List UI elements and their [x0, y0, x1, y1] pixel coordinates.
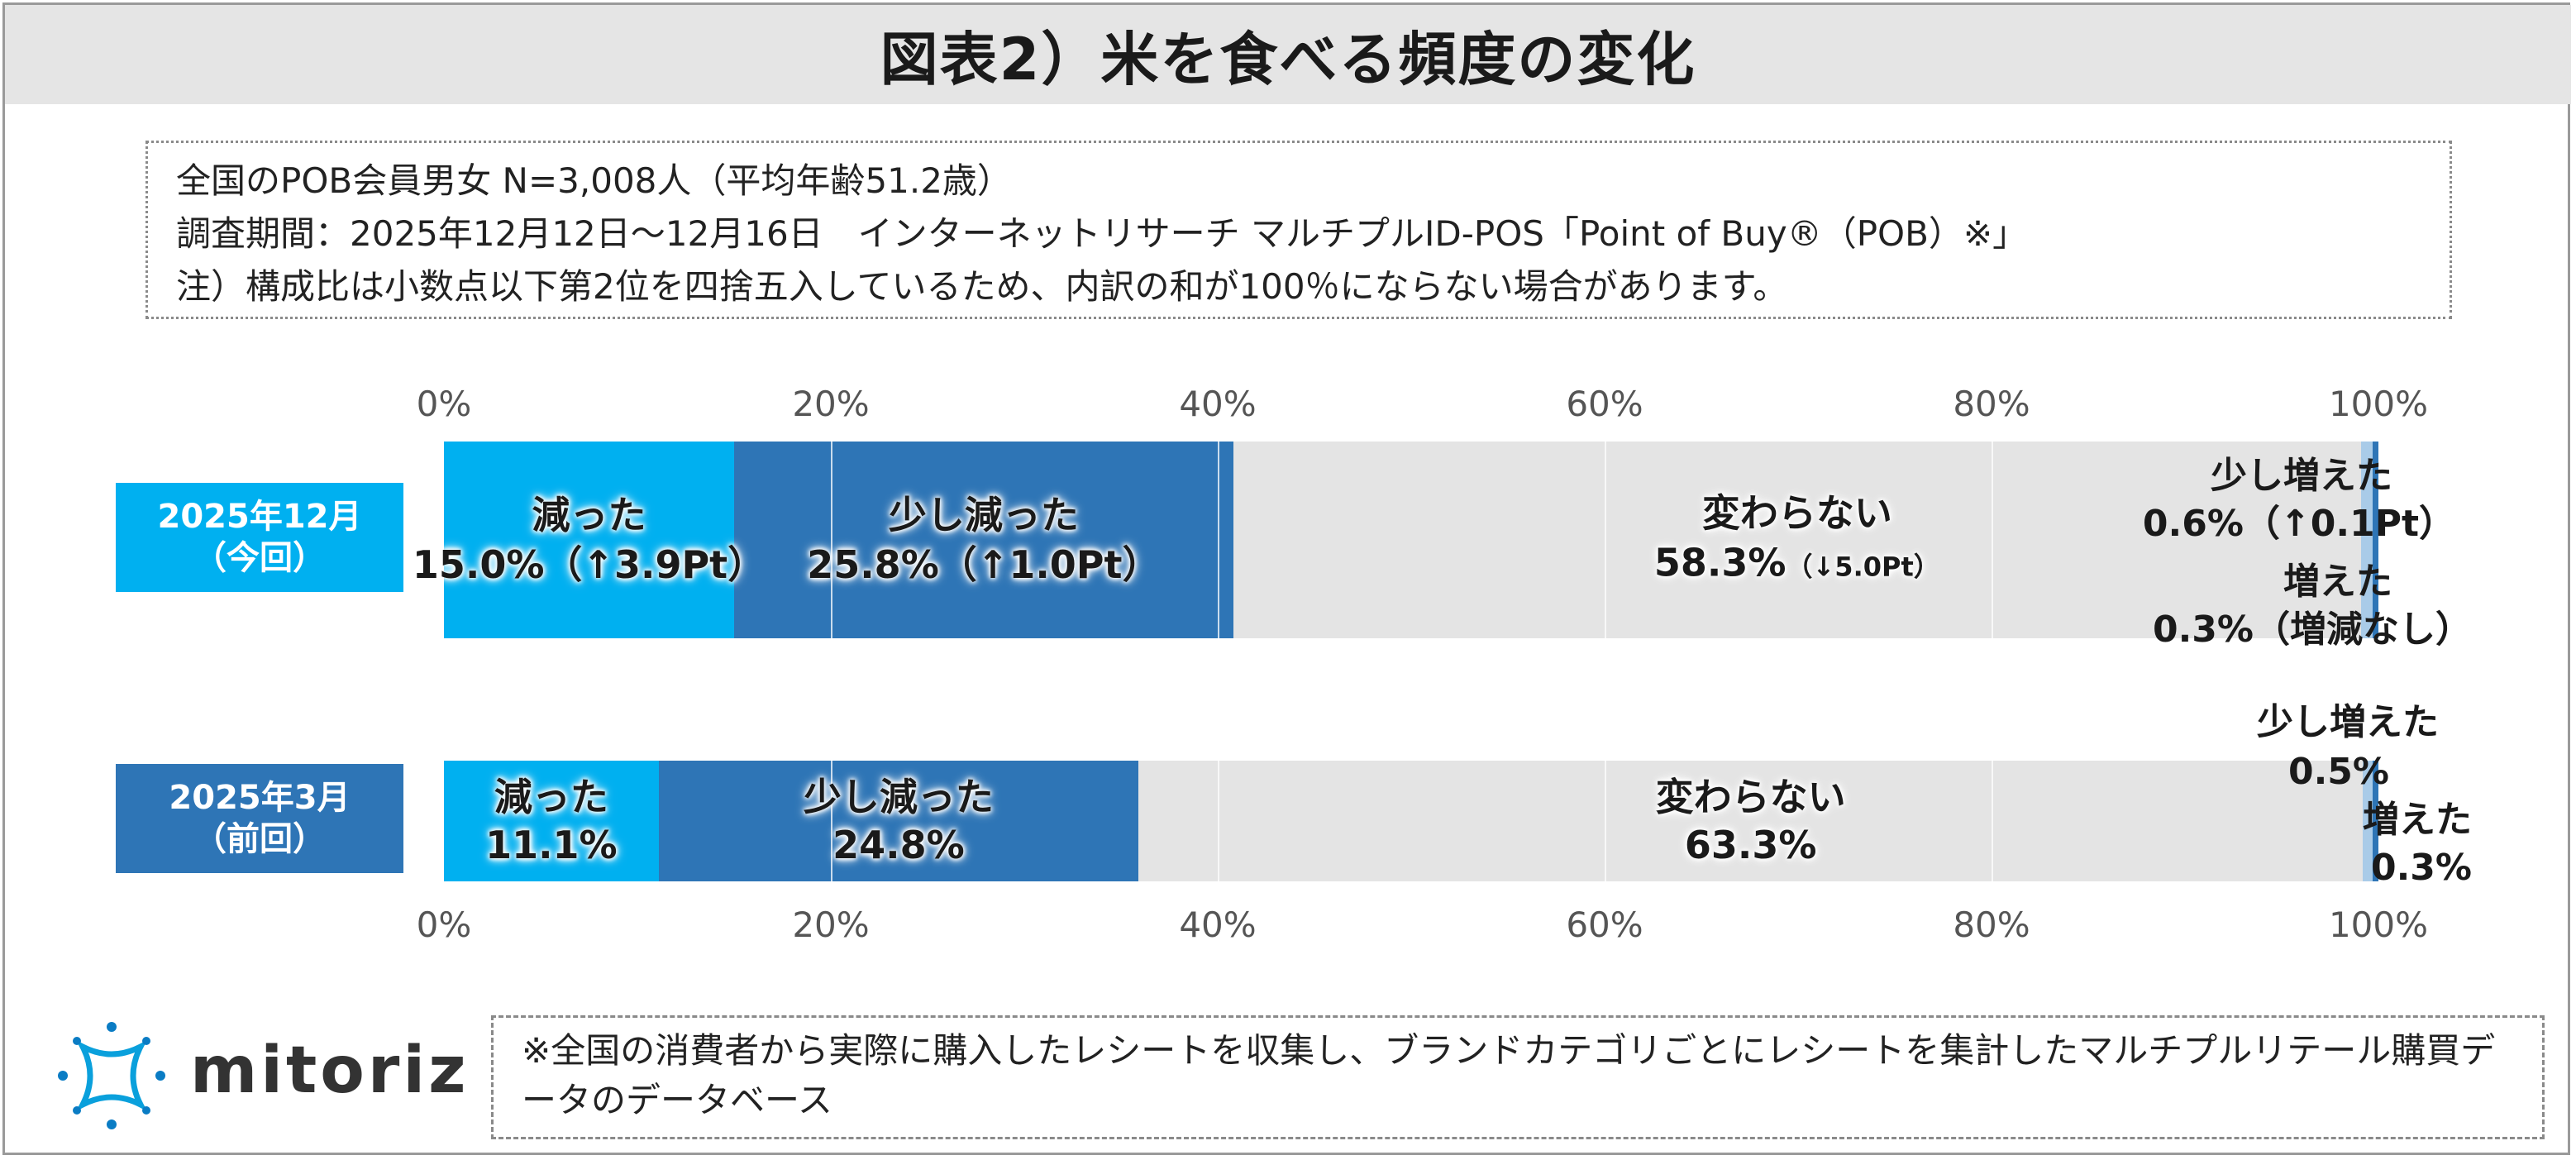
row-label-previous: 2025年3月 （前回）: [116, 764, 403, 873]
data-label-previous-unchanged: 変わらない 63.3%: [1656, 773, 1846, 869]
row-label-current-tag: （今回）: [193, 539, 326, 577]
data-label-previous-slightly-increased: 少し増えた: [2257, 699, 2439, 746]
data-label-current-unchanged-value: 58.3%: [1653, 540, 1787, 585]
data-label-previous-slightly-increased-value: 0.5%: [2287, 751, 2389, 793]
gridline-60: [1605, 442, 1606, 638]
mitoriz-logo: mitoriz: [50, 1014, 466, 1138]
x-tick-top-100: 100%: [2328, 384, 2429, 424]
data-label-current-slightly-decreased: 少し減った 25.8%（↑1.0Pt）: [807, 490, 1160, 590]
x-tick-bottom-20: 20%: [792, 905, 870, 945]
x-tick-top-80: 80%: [1953, 384, 2030, 424]
data-label-previous-increased: 増えた: [2363, 797, 2472, 843]
x-tick-top-40: 40%: [1179, 384, 1257, 424]
data-label-previous-decreased-name: 減った: [494, 775, 608, 819]
data-label-current-decreased-name: 減った: [532, 493, 646, 537]
gridline-40: [1218, 761, 1219, 881]
title-bar: 図表2）米を食べる頻度の変化: [5, 5, 2571, 104]
x-tick-bottom-0: 0%: [416, 905, 472, 945]
gridline-20: [831, 442, 832, 638]
chart-title: 図表2）米を食べる頻度の変化: [880, 25, 1696, 93]
data-label-current-slightly-increased-name: 少し増えた: [2211, 455, 2392, 497]
bar-row-current: [444, 442, 2378, 638]
bar-current-unchanged: [1233, 442, 2361, 638]
data-label-previous-increased-value-box: 0.3%: [2371, 845, 2472, 891]
data-label-previous-slightly-decreased-name: 少し減った: [803, 775, 994, 819]
data-label-current-decreased-value: 15.0%（↑3.9Pt）: [412, 542, 766, 587]
row-label-previous-tag: （前回）: [193, 820, 326, 858]
data-label-current-slightly-increased-value-box: 0.6%（↑0.1Pt）: [2143, 501, 2455, 547]
bar-previous-increased: [2372, 761, 2378, 881]
x-tick-top-20: 20%: [792, 384, 870, 424]
data-label-previous-slightly-increased-name: 少し増えた: [2257, 701, 2439, 743]
footer-note-box: ※全国の消費者から実際に購入したレシートを収集し、ブランドカテゴリごとにレシート…: [491, 1015, 2545, 1139]
data-label-current-slightly-increased: 少し増えた: [2211, 453, 2392, 499]
data-label-current-unchanged: 変わらない 58.3%（↓5.0Pt）: [1654, 489, 1940, 592]
bar-previous-decreased: [444, 761, 659, 881]
data-label-current-slightly-decreased-name: 少し減った: [888, 493, 1079, 537]
x-tick-bottom-60: 60%: [1566, 905, 1643, 945]
data-label-previous-slightly-decreased: 少し減った 24.8%: [804, 773, 994, 869]
data-label-previous-increased-value: 0.3%: [2370, 847, 2472, 889]
footer-note: ※全国の消費者から実際に購入したレシートを収集し、ブランドカテゴリごとにレシート…: [522, 1030, 2496, 1120]
x-tick-top-60: 60%: [1566, 384, 1643, 424]
note-line-rounding: 注）構成比は小数点以下第2位を四捨五入しているため、内訳の和が100％にならない…: [176, 266, 1788, 307]
data-label-current-increased-value-box: 0.3%（増減なし）: [2153, 607, 2472, 653]
survey-note-box: 全国のPOB会員男女 N=3,008人（平均年齢51.2歳） 調査期間：2025…: [145, 141, 2452, 319]
bar-current-increased: [2372, 442, 2378, 638]
x-tick-bottom-100: 100%: [2328, 905, 2429, 945]
data-label-current-decreased: 減った 15.0%（↑3.9Pt）: [413, 490, 766, 590]
bar-current-slightly-decreased: [734, 442, 1233, 638]
logo-wordmark: mitoriz: [190, 1033, 470, 1108]
data-label-previous-increased-name: 増えた: [2363, 799, 2472, 841]
data-label-current-increased: 増えた: [2283, 559, 2392, 605]
data-label-previous-slightly-decreased-value: 24.8%: [832, 823, 965, 867]
data-label-current-increased-value: 0.3%（増減なし）: [2152, 609, 2472, 651]
row-label-current: 2025年12月 （今回）: [116, 483, 403, 592]
data-label-current-slightly-increased-value: 0.6%（↑0.1Pt）: [2142, 503, 2455, 545]
logo-mark-icon: [58, 1022, 165, 1129]
x-tick-top-0: 0%: [416, 384, 472, 424]
gridline-40: [1218, 442, 1219, 638]
gridline-80: [1992, 442, 1993, 638]
gridline-20: [831, 761, 832, 881]
bar-current-slightly-increased: [2360, 442, 2373, 638]
gridline-80: [1992, 761, 1993, 881]
row-label-previous-date: 2025年3月: [169, 779, 351, 817]
bar-previous-unchanged: [1138, 761, 2364, 881]
data-label-previous-decreased-value: 11.1%: [485, 823, 618, 867]
note-line-period: 調査期間：2025年12月12日〜12月16日 インターネットリサーチ マルチプ…: [176, 213, 2028, 254]
data-label-current-slightly-decreased-value: 25.8%（↑1.0Pt）: [807, 542, 1161, 587]
data-label-previous-decreased: 減った 11.1%: [485, 773, 618, 869]
data-label-previous-slightly-increased-value-box: 0.5%: [2288, 749, 2389, 795]
x-tick-bottom-40: 40%: [1179, 905, 1257, 945]
bar-previous-slightly-increased: [2363, 761, 2373, 881]
bar-row-previous: [444, 761, 2378, 881]
data-label-current-increased-name: 増えた: [2283, 561, 2392, 603]
x-tick-bottom-80: 80%: [1953, 905, 2030, 945]
row-label-current-date: 2025年12月: [157, 498, 362, 536]
data-label-previous-unchanged-value: 63.3%: [1684, 823, 1817, 867]
note-line-sample: 全国のPOB会員男女 N=3,008人（平均年齢51.2歳）: [176, 160, 1012, 201]
bar-previous-slightly-decreased: [658, 761, 1139, 881]
gridline-60: [1605, 761, 1606, 881]
data-label-current-unchanged-name: 変わらない: [1701, 490, 1892, 536]
data-label-current-unchanged-change: （↓5.0Pt）: [1786, 551, 1940, 583]
data-label-previous-unchanged-name: 変わらない: [1655, 775, 1846, 819]
bar-current-decreased: [444, 442, 734, 638]
